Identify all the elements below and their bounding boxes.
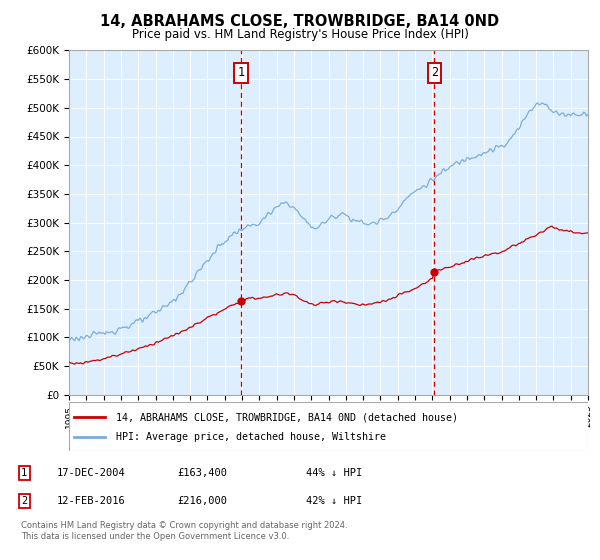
Text: £216,000: £216,000 <box>177 496 227 506</box>
Text: 1: 1 <box>238 66 245 80</box>
Text: 2: 2 <box>431 66 438 80</box>
Text: This data is licensed under the Open Government Licence v3.0.: This data is licensed under the Open Gov… <box>21 532 289 541</box>
Text: HPI: Average price, detached house, Wiltshire: HPI: Average price, detached house, Wilt… <box>116 432 386 442</box>
Text: 14, ABRAHAMS CLOSE, TROWBRIDGE, BA14 0ND (detached house): 14, ABRAHAMS CLOSE, TROWBRIDGE, BA14 0ND… <box>116 412 458 422</box>
Text: Price paid vs. HM Land Registry's House Price Index (HPI): Price paid vs. HM Land Registry's House … <box>131 28 469 41</box>
Text: 14, ABRAHAMS CLOSE, TROWBRIDGE, BA14 0ND: 14, ABRAHAMS CLOSE, TROWBRIDGE, BA14 0ND <box>100 14 500 29</box>
Text: 44% ↓ HPI: 44% ↓ HPI <box>306 468 362 478</box>
Text: 2: 2 <box>21 496 27 506</box>
Point <box>236 297 246 306</box>
Point <box>430 268 439 277</box>
Text: 17-DEC-2004: 17-DEC-2004 <box>57 468 126 478</box>
Text: 42% ↓ HPI: 42% ↓ HPI <box>306 496 362 506</box>
Text: Contains HM Land Registry data © Crown copyright and database right 2024.: Contains HM Land Registry data © Crown c… <box>21 521 347 530</box>
Text: 1: 1 <box>21 468 27 478</box>
Text: £163,400: £163,400 <box>177 468 227 478</box>
Text: 12-FEB-2016: 12-FEB-2016 <box>57 496 126 506</box>
